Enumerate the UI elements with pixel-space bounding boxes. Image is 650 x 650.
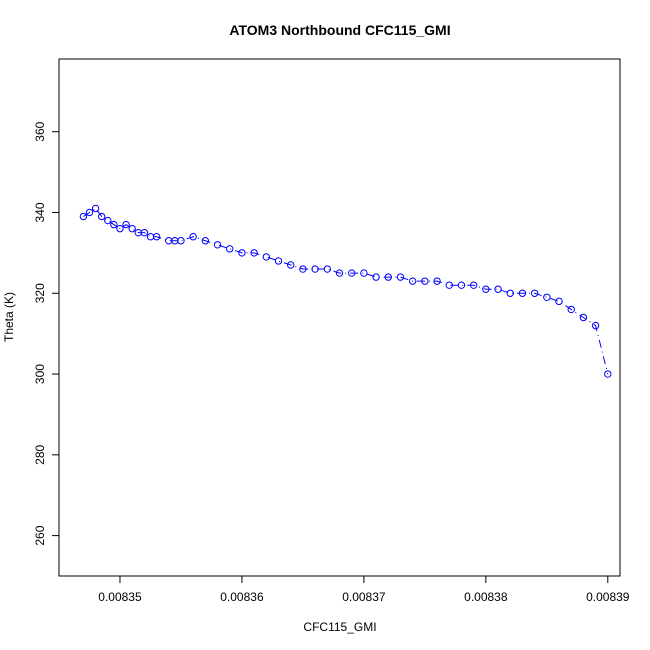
y-tick-label: 260 xyxy=(33,525,47,545)
data-point xyxy=(201,237,210,245)
data-point xyxy=(122,220,130,229)
data-point xyxy=(274,257,283,265)
data-point xyxy=(396,273,405,281)
data-point xyxy=(445,281,453,289)
data-point xyxy=(140,228,149,237)
data-point xyxy=(360,269,368,277)
data-point xyxy=(299,265,307,273)
data-point xyxy=(518,289,527,297)
plot-area xyxy=(79,204,612,378)
plot-frame xyxy=(58,58,621,577)
x-tick-label: 0.00835 xyxy=(98,590,142,604)
y-axis-label: Theta (K) xyxy=(2,292,16,342)
data-point xyxy=(482,285,490,293)
data-point xyxy=(287,261,295,269)
data-point xyxy=(494,285,502,293)
data-point xyxy=(146,233,155,241)
data-point xyxy=(85,208,94,217)
data-point xyxy=(579,313,588,322)
y-axis: 260 280 300 320 340 360 xyxy=(33,121,59,546)
chart-title: ATOM3 Northbound CFC115_GMI xyxy=(229,22,450,38)
x-tick-label: 0.00836 xyxy=(220,590,264,604)
data-point xyxy=(408,277,417,285)
data-point xyxy=(311,265,319,273)
data-point xyxy=(348,269,356,277)
data-point xyxy=(97,212,106,221)
data-point xyxy=(189,233,197,241)
data-point xyxy=(226,245,234,253)
x-axis-label: CFC115_GMI xyxy=(303,620,376,634)
y-tick-label: 320 xyxy=(33,283,47,303)
data-point xyxy=(79,212,88,221)
x-tick-label: 0.00837 xyxy=(342,590,386,604)
data-point xyxy=(543,293,551,301)
data-point xyxy=(384,273,392,281)
data-point xyxy=(177,237,185,245)
data-point xyxy=(421,277,429,285)
y-tick-label: 280 xyxy=(33,444,47,464)
series-line xyxy=(83,207,609,375)
data-point xyxy=(250,249,258,257)
data-point xyxy=(213,241,222,249)
data-point xyxy=(604,370,612,378)
y-tick-label: 300 xyxy=(33,364,47,384)
data-point xyxy=(238,249,246,257)
data-point xyxy=(323,265,331,273)
data-point xyxy=(372,273,380,281)
data-point xyxy=(506,289,514,297)
data-point xyxy=(91,204,100,213)
data-point xyxy=(555,297,563,306)
y-tick-label: 360 xyxy=(33,121,47,141)
data-point xyxy=(152,233,161,241)
data-point xyxy=(262,253,271,261)
data-point xyxy=(433,277,441,285)
data-point xyxy=(530,289,539,297)
data-point xyxy=(110,220,118,229)
data-point xyxy=(128,224,136,233)
x-tick-label: 0.00838 xyxy=(464,590,508,604)
y-tick-label: 340 xyxy=(33,202,47,222)
data-point xyxy=(567,305,575,314)
data-point xyxy=(116,224,124,233)
x-tick-label: 0.00839 xyxy=(586,590,630,604)
data-point xyxy=(591,321,600,330)
x-axis: 0.00835 0.00836 0.00837 0.00838 0.00839 xyxy=(98,576,630,604)
data-point xyxy=(457,281,466,289)
data-point xyxy=(104,216,112,225)
data-point xyxy=(335,269,344,277)
data-point xyxy=(469,281,478,289)
